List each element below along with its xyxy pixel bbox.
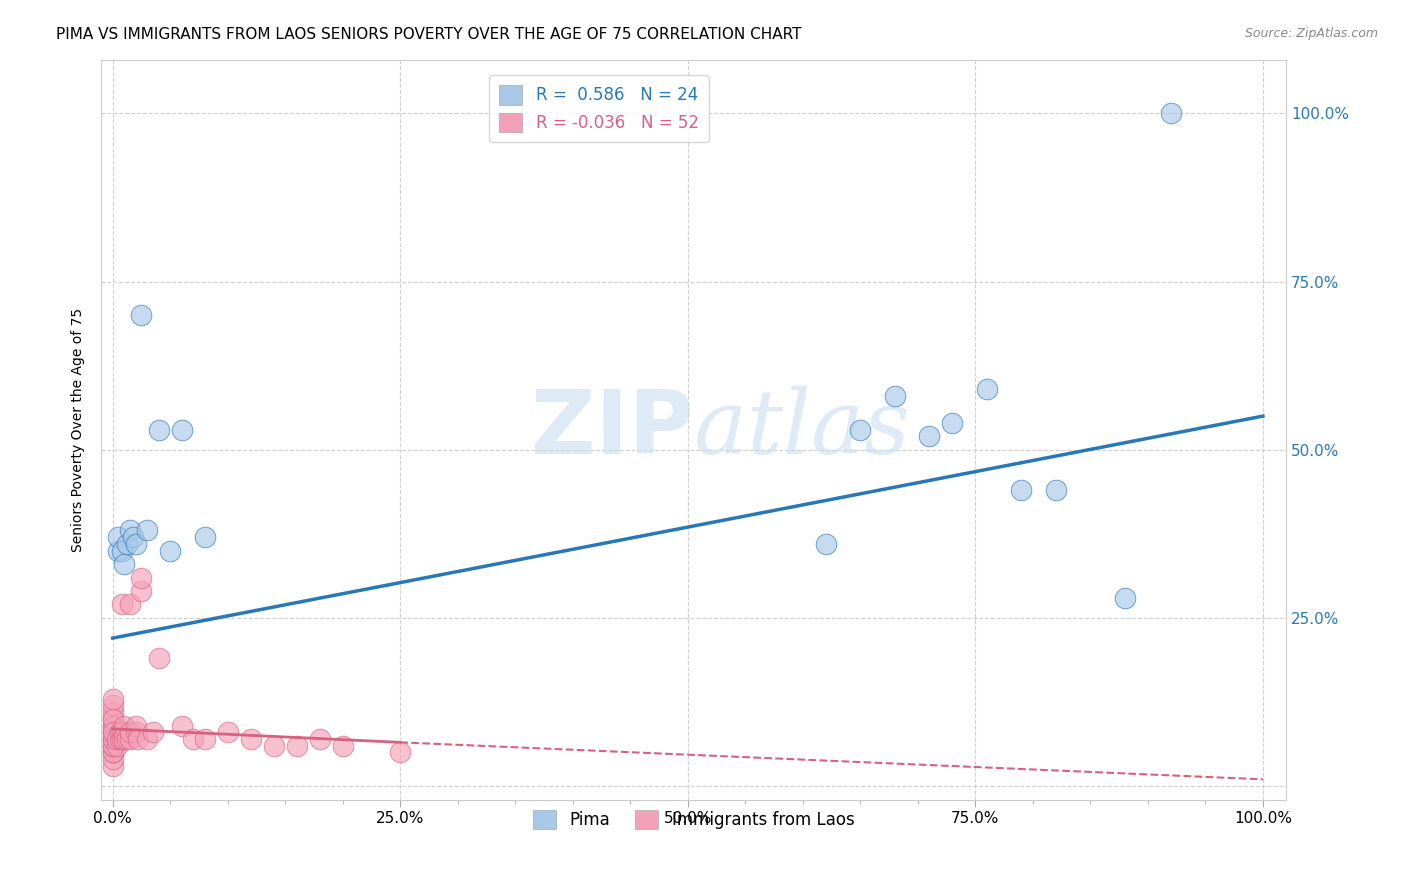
Point xyxy=(101,731,124,746)
Point xyxy=(136,524,159,538)
Point xyxy=(101,718,124,732)
Point xyxy=(131,584,153,599)
Point xyxy=(112,557,135,571)
Text: Source: ZipAtlas.com: Source: ZipAtlas.com xyxy=(1244,27,1378,40)
Point xyxy=(101,746,124,760)
Point xyxy=(101,691,124,706)
Point xyxy=(148,423,170,437)
Point xyxy=(389,746,412,760)
Point xyxy=(101,712,124,726)
Point xyxy=(101,731,124,746)
Point xyxy=(101,759,124,773)
Point xyxy=(111,598,134,612)
Point xyxy=(107,530,129,544)
Text: PIMA VS IMMIGRANTS FROM LAOS SENIORS POVERTY OVER THE AGE OF 75 CORRELATION CHAR: PIMA VS IMMIGRANTS FROM LAOS SENIORS POV… xyxy=(56,27,801,42)
Point xyxy=(111,543,134,558)
Point xyxy=(118,731,141,746)
Point xyxy=(112,725,135,739)
Point xyxy=(170,423,193,437)
Point xyxy=(125,725,148,739)
Point xyxy=(976,382,998,396)
Legend: Pima, Immigrants from Laos: Pima, Immigrants from Laos xyxy=(526,803,860,836)
Point xyxy=(181,731,204,746)
Point xyxy=(101,746,124,760)
Point xyxy=(118,725,141,739)
Point xyxy=(111,725,134,739)
Point xyxy=(941,416,963,430)
Point xyxy=(115,731,138,746)
Point xyxy=(239,731,262,746)
Point xyxy=(112,731,135,746)
Point xyxy=(125,718,148,732)
Point xyxy=(105,739,128,753)
Point xyxy=(101,731,124,746)
Point xyxy=(148,651,170,665)
Point xyxy=(127,731,149,746)
Point xyxy=(101,712,124,726)
Text: atlas: atlas xyxy=(693,386,910,473)
Point xyxy=(101,725,124,739)
Point xyxy=(111,731,134,746)
Point xyxy=(814,537,837,551)
Point xyxy=(1010,483,1032,497)
Y-axis label: Seniors Poverty Over the Age of 75: Seniors Poverty Over the Age of 75 xyxy=(72,308,86,551)
Point xyxy=(142,725,165,739)
Point xyxy=(170,718,193,732)
Point xyxy=(1045,483,1067,497)
Point xyxy=(131,570,153,584)
Point xyxy=(883,389,905,403)
Point xyxy=(101,705,124,719)
Point xyxy=(332,739,354,753)
Point xyxy=(194,731,217,746)
Point xyxy=(1160,106,1182,120)
Point xyxy=(122,530,145,544)
Point xyxy=(108,731,131,746)
Point xyxy=(107,543,129,558)
Point xyxy=(285,739,308,753)
Point xyxy=(101,698,124,713)
Point xyxy=(1114,591,1136,605)
Point xyxy=(194,530,217,544)
Point xyxy=(112,718,135,732)
Point xyxy=(263,739,285,753)
Point xyxy=(101,752,124,766)
Point xyxy=(101,739,124,753)
Point xyxy=(108,725,131,739)
Point xyxy=(159,543,181,558)
Point xyxy=(131,308,153,322)
Point xyxy=(125,537,148,551)
Point xyxy=(101,739,124,753)
Point xyxy=(118,598,141,612)
Text: ZIP: ZIP xyxy=(531,386,693,473)
Point xyxy=(101,725,124,739)
Point xyxy=(918,429,941,443)
Point xyxy=(101,725,124,739)
Point xyxy=(308,731,330,746)
Point xyxy=(101,739,124,753)
Point xyxy=(101,718,124,732)
Point xyxy=(118,524,141,538)
Point xyxy=(849,423,872,437)
Point xyxy=(105,731,128,746)
Point xyxy=(217,725,239,739)
Point xyxy=(136,731,159,746)
Point xyxy=(115,537,138,551)
